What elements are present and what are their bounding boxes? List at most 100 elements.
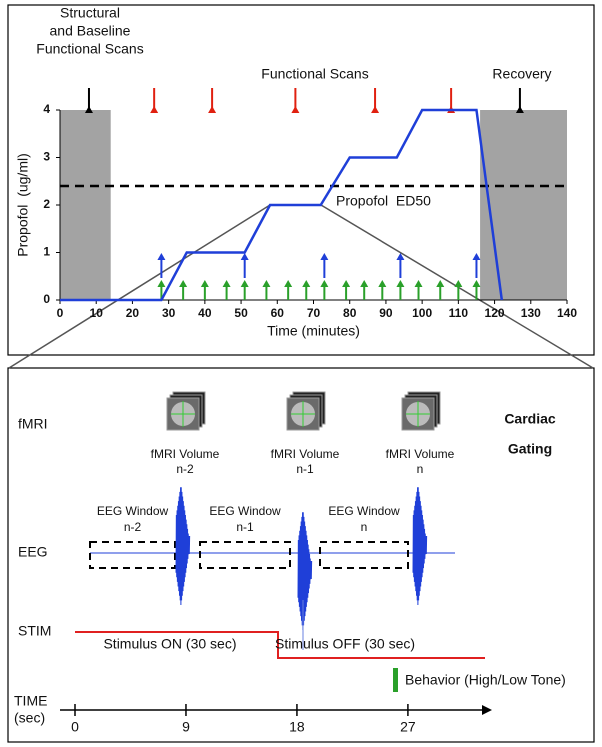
gradient-artifact — [175, 487, 191, 606]
green-arrow — [179, 280, 188, 300]
behavior-label: Behavior (High/Low Tone) — [405, 672, 566, 688]
green-arrow-head — [436, 280, 445, 287]
time-tick-label: 0 — [71, 719, 79, 735]
gradient-artifact — [297, 512, 313, 631]
volume-label: n-1 — [296, 462, 314, 476]
blue-arrow-head — [157, 253, 166, 260]
blue-arrow — [157, 253, 166, 278]
reference-label: Propofol ED50 — [336, 193, 431, 209]
x-tick-label: 110 — [449, 306, 469, 320]
blue-arrow — [320, 253, 329, 278]
eeg-window-label: n — [361, 520, 368, 534]
eeg-window-label: n-2 — [124, 520, 142, 534]
red-arrow-head — [371, 106, 380, 113]
stimulus-off: Stimulus OFF (30 sec) — [275, 636, 415, 652]
blue-arrow — [472, 253, 481, 278]
annotation: Functional Scans — [261, 66, 368, 82]
eeg-window — [319, 541, 409, 569]
black-arrow-head — [515, 106, 524, 113]
eeg-window-label: EEG Window — [328, 504, 400, 518]
row-label: STIM — [18, 623, 51, 639]
x-tick-label: 70 — [307, 306, 321, 320]
volume-label: fMRI Volume — [151, 447, 220, 461]
green-arrow — [240, 280, 249, 300]
volume-label: n — [417, 462, 424, 476]
green-arrow — [454, 280, 463, 300]
row-label: EEG — [18, 544, 48, 560]
red-arrow — [291, 88, 300, 113]
time-tick-label: 27 — [400, 719, 416, 735]
red-arrow — [208, 88, 217, 113]
volume-label: fMRI Volume — [271, 447, 340, 461]
blue-arrow — [396, 253, 405, 278]
x-tick-label: 40 — [198, 306, 212, 320]
red-arrow — [150, 88, 159, 113]
green-arrow-head — [179, 280, 188, 287]
green-arrow-head — [284, 280, 293, 287]
green-arrow — [396, 280, 405, 300]
top-panel — [7, 4, 595, 356]
x-axis-label: Time (minutes) — [267, 323, 360, 339]
green-arrow-head — [262, 280, 271, 287]
green-arrow — [414, 280, 423, 300]
green-arrow — [222, 280, 231, 300]
y-tick-label: 3 — [43, 150, 50, 164]
time-label: TIME — [14, 693, 47, 709]
y-tick-label: 4 — [43, 102, 50, 116]
eeg-window-label: EEG Window — [97, 504, 169, 518]
x-tick-label: 20 — [126, 306, 140, 320]
x-tick-label: 30 — [162, 306, 176, 320]
green-arrow-head — [396, 280, 405, 287]
eeg-window-label: EEG Window — [209, 504, 281, 518]
green-arrow-head — [320, 280, 329, 287]
annotation: Structural — [60, 5, 120, 21]
eeg-window — [199, 541, 291, 569]
shaded-region — [60, 110, 111, 300]
x-tick-label: 120 — [485, 306, 505, 320]
blue-arrow-head — [320, 253, 329, 260]
x-tick-label: 60 — [271, 306, 285, 320]
behavior-bar — [393, 668, 398, 692]
y-tick-label: 2 — [43, 197, 50, 211]
green-arrow — [472, 280, 481, 300]
green-arrow — [436, 280, 445, 300]
green-arrow-head — [200, 280, 209, 287]
green-arrow — [284, 280, 293, 300]
y-axis-label: Propofol (ug/ml) — [15, 153, 31, 256]
green-arrow-head — [414, 280, 423, 287]
stimulus-on: Stimulus ON (30 sec) — [103, 636, 236, 652]
green-arrow-head — [472, 280, 481, 287]
blue-arrow-head — [396, 253, 405, 260]
x-tick-label: 130 — [521, 306, 541, 320]
green-arrow-head — [222, 280, 231, 287]
volume-label: n-2 — [176, 462, 194, 476]
zoom-connector — [8, 204, 271, 369]
black-arrow — [515, 88, 524, 113]
propofol-line — [60, 108, 504, 302]
green-arrow — [360, 280, 369, 300]
red-arrow-head — [208, 106, 217, 113]
green-arrow — [262, 280, 271, 300]
green-arrow — [302, 280, 311, 300]
red-arrow — [371, 88, 380, 113]
black-arrow — [84, 88, 93, 113]
annotation: Recovery — [492, 66, 551, 82]
x-tick-label: 50 — [234, 306, 248, 320]
blue-arrow-head — [472, 253, 481, 260]
diagram-title: Cardiac — [504, 411, 556, 427]
green-arrow-head — [360, 280, 369, 287]
green-arrow — [200, 280, 209, 300]
annotation: and Baseline — [50, 23, 131, 39]
bottom-panel — [7, 367, 595, 743]
green-arrow-head — [378, 280, 387, 287]
time-label: (sec) — [14, 710, 45, 726]
red-arrow-head — [150, 106, 159, 113]
red-arrow-head — [291, 106, 300, 113]
x-tick-label: 100 — [412, 306, 432, 320]
row-label: fMRI — [18, 416, 48, 432]
eeg-window — [89, 541, 176, 569]
green-arrow-head — [240, 280, 249, 287]
x-tick-label: 90 — [379, 306, 393, 320]
